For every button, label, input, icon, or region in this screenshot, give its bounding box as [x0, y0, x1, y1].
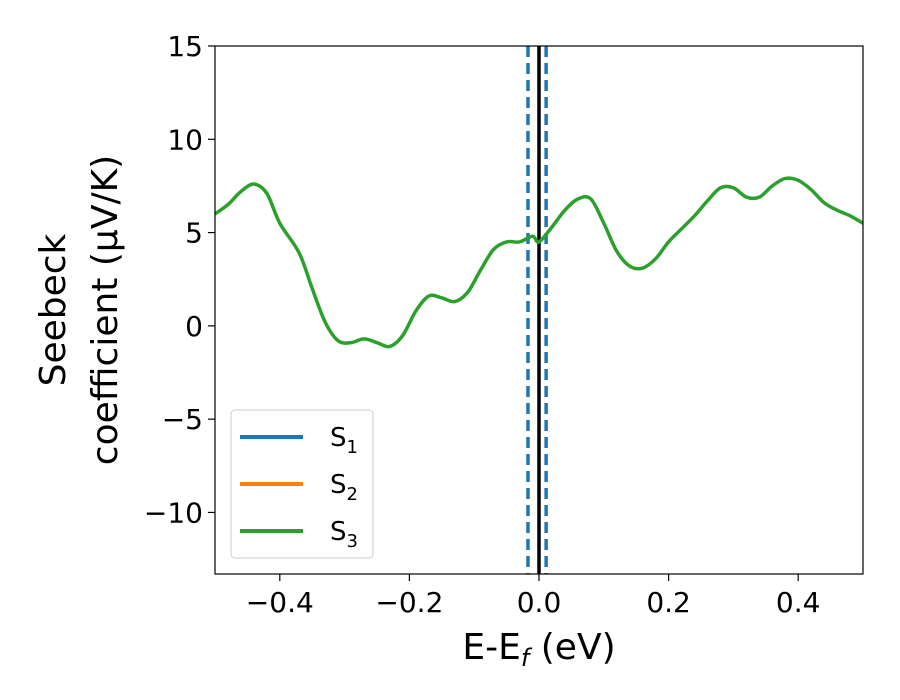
legend-label-subscript: 2 [347, 484, 358, 505]
y-axis-title-line2: coefficient (μV/K) [85, 155, 126, 465]
x-tick-label: 0.4 [776, 586, 821, 619]
x-axis-title-main: E-E [462, 627, 520, 668]
x-tick-label: 0.2 [646, 586, 691, 619]
x-axis-title-rest: (eV) [529, 627, 615, 668]
y-tick-label: 5 [185, 217, 203, 250]
legend-label: S1 [330, 423, 358, 458]
x-tick-label: −0.4 [246, 586, 314, 619]
y-tick-label: 0 [185, 310, 203, 343]
x-tick-label: −0.2 [375, 586, 443, 619]
legend-label-base: S [330, 423, 347, 453]
legend-label: S2 [330, 470, 358, 505]
x-axis-title: E-Ef (eV) [462, 627, 615, 672]
y-axis-title: Seebeck coefficient (μV/K) [33, 155, 126, 465]
y-tick-label: 15 [167, 30, 203, 63]
series-layer [215, 176, 863, 349]
legend-label: S3 [330, 517, 358, 552]
legend-label-subscript: 3 [347, 531, 358, 552]
plot-area [215, 46, 863, 574]
legend-label-subscript: 1 [347, 437, 358, 458]
x-axis-ticks: −0.4 −0.2 0.0 0.2 0.4 [246, 574, 821, 619]
y-tick-label: −10 [144, 496, 203, 529]
y-axis-title-line1: Seebeck [33, 233, 74, 386]
legend-label-base: S [330, 470, 347, 500]
series-line-s3 [215, 176, 863, 349]
legend-label-base: S [330, 517, 347, 547]
y-tick-label: 10 [167, 123, 203, 156]
reference-lines [526, 46, 548, 574]
x-tick-label: 0.0 [517, 586, 562, 619]
y-tick-label: −5 [162, 403, 203, 436]
y-axis-ticks: −10 −5 0 5 10 15 [144, 30, 215, 529]
